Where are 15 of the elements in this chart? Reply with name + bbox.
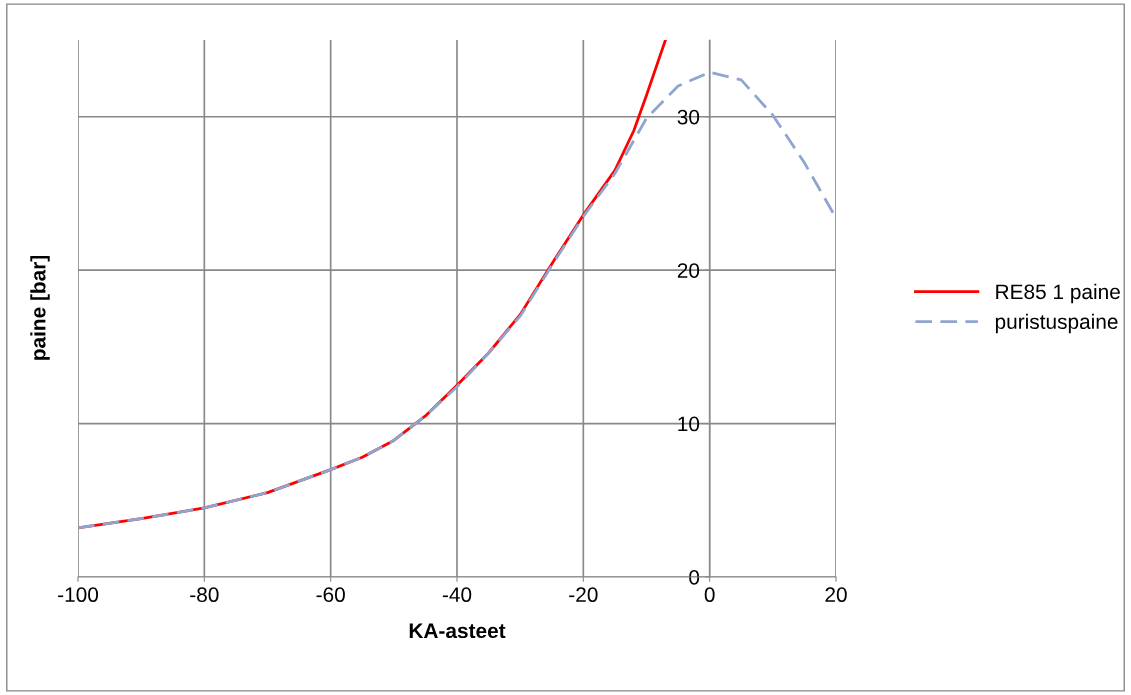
x-tick-label: 0	[704, 587, 715, 603]
x-tick-label: -80	[190, 587, 219, 603]
y-tick-label: 30	[677, 109, 700, 125]
x-tick-label: -20	[569, 587, 598, 603]
y-tick-label: 0	[689, 570, 700, 585]
legend-label: RE85 1 paine	[996, 283, 1120, 304]
y-axis-title: paine [bar]	[30, 255, 50, 360]
y-tick-label: 10	[678, 416, 700, 432]
x-tick-label: -40	[442, 587, 472, 603]
legend-label: puristuspaine	[995, 313, 1118, 334]
y-tick-label: 20	[677, 263, 700, 278]
x-axis-title: KA-asteet	[409, 623, 506, 639]
x-tick-label: -100	[58, 587, 99, 603]
x-tick-label: -60	[316, 587, 345, 603]
x-tick-label: 20	[825, 587, 847, 603]
